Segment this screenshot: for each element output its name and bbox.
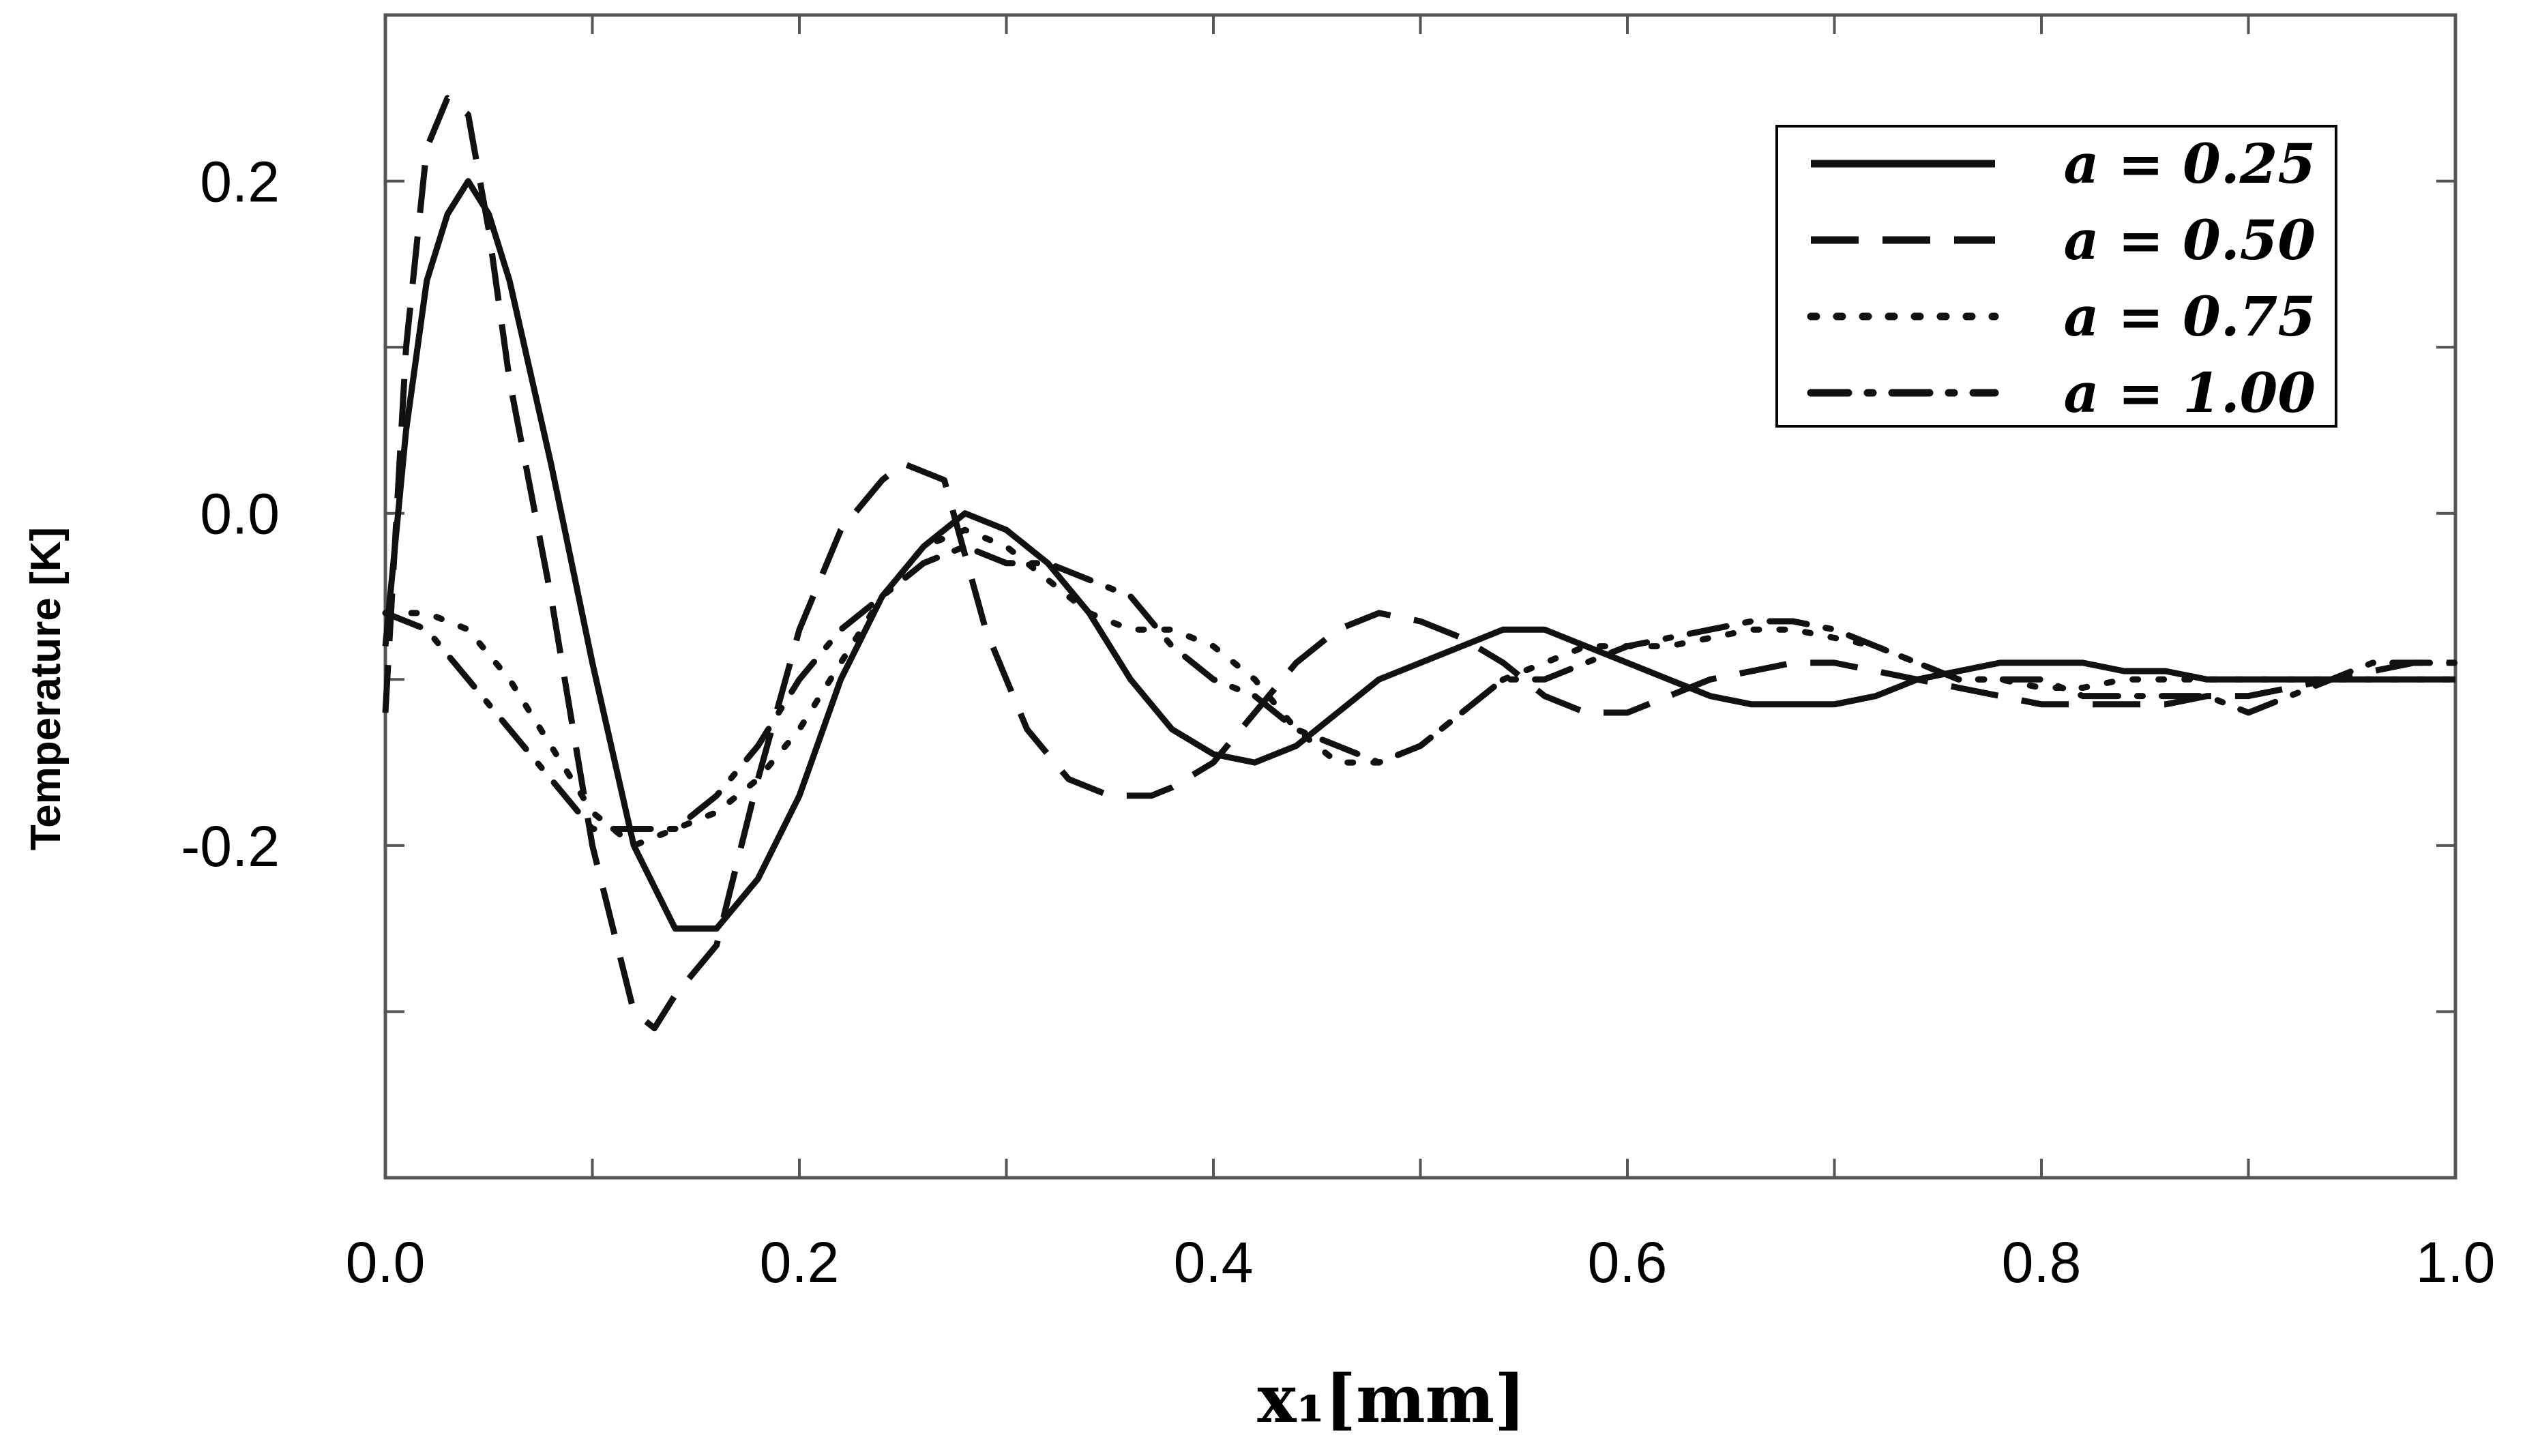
- legend-label-3: a = 0.75: [2064, 284, 2316, 348]
- y-tick-label: -0.2: [181, 814, 280, 878]
- x-tick-label: 1.0: [2416, 1230, 2496, 1294]
- legend-box: [1775, 125, 2337, 428]
- x-tick-label: 0.6: [1588, 1230, 1668, 1294]
- y-tick-label: 0.0: [200, 482, 280, 546]
- x-tick-label: 0.2: [760, 1230, 840, 1294]
- legend-label-4: a = 1.00: [2064, 361, 2316, 425]
- series-line-4: [382, 543, 2459, 832]
- x-axis-label: x₁[mm]: [1257, 1361, 1525, 1438]
- series-lines: [382, 95, 2459, 1032]
- y-axis-ticks: -0.2 0.0 0.2: [181, 150, 2455, 1013]
- x-tick-label: 0.4: [1174, 1230, 1254, 1294]
- x-axis-ticks: 0.0 0.2 0.4 0.6 0.8 1.0: [346, 15, 2496, 1294]
- x-tick-label: 0.0: [346, 1230, 426, 1294]
- legend-items: a = 0.25 a = 0.50 a = 0.75 a = 1.00: [1807, 132, 2316, 425]
- y-axis-label: Temperature [K]: [23, 527, 70, 850]
- x-tick-label: 0.8: [2002, 1230, 2082, 1294]
- y-tick-label: 0.2: [200, 150, 280, 214]
- series-line-2: [382, 95, 2455, 1032]
- legend-label-2: a = 0.50: [2064, 208, 2316, 272]
- legend: a = 0.25 a = 0.50 a = 0.75 a = 1.00: [1775, 125, 2337, 428]
- legend-label-1: a = 0.25: [2064, 132, 2316, 196]
